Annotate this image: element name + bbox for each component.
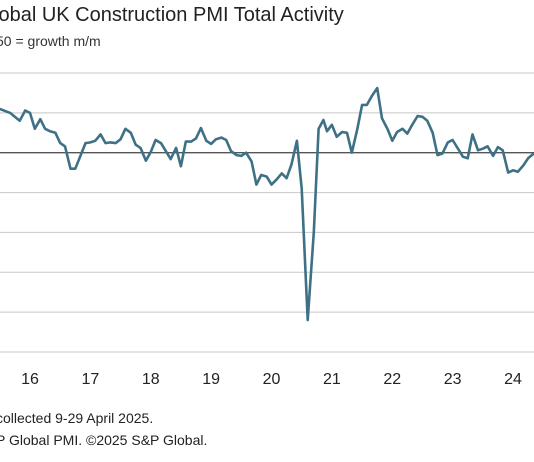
x-tick-label-21: 21 <box>323 371 341 388</box>
x-tick-label-24: 24 <box>504 371 522 388</box>
footnote-date: collected 9-29 April 2025. <box>0 410 154 426</box>
x-tick-label-20: 20 <box>263 371 281 388</box>
series-line-0 <box>0 86 534 322</box>
x-tick-label-18: 18 <box>142 371 160 388</box>
chart-title: lobal UK Construction PMI Total Activity <box>0 4 344 26</box>
x-tick-label-16: 16 <box>21 371 39 388</box>
x-tick-label-23: 23 <box>444 371 462 388</box>
chart-subtitle: 50 = growth m/m <box>0 33 101 49</box>
x-tick-label-22: 22 <box>383 371 401 388</box>
x-tick-label-19: 19 <box>202 371 220 388</box>
x-tick-label-17: 17 <box>81 371 99 388</box>
footnote-source: P Global PMI. ©2025 S&P Global. <box>0 432 208 448</box>
